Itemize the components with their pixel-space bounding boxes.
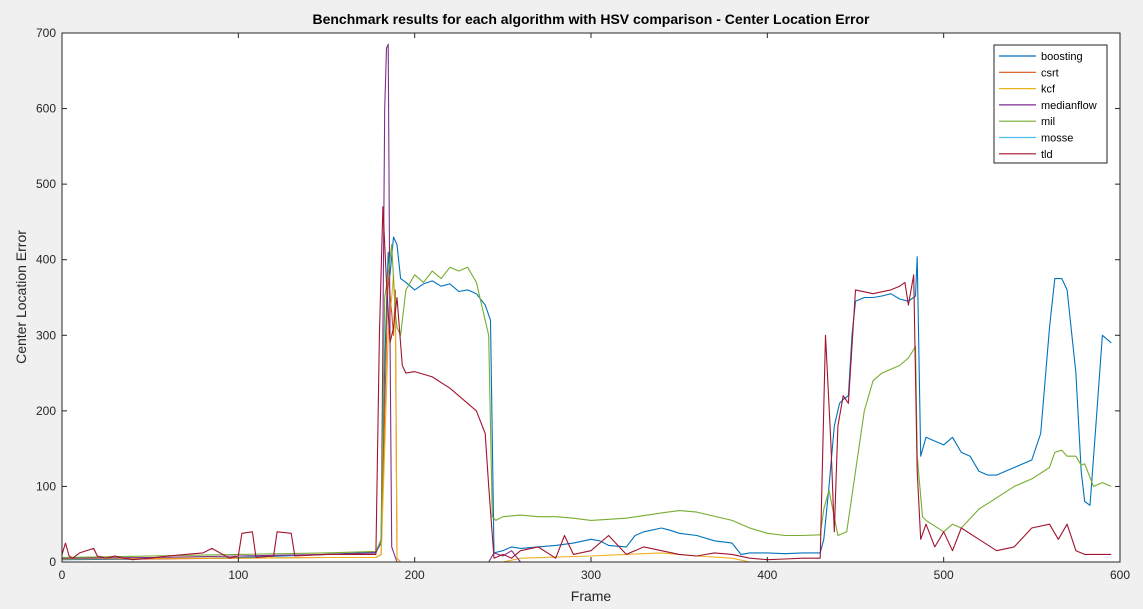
chart-title: Benchmark results for each algorithm wit…	[312, 11, 870, 27]
series-line-boosting	[61, 236, 1112, 561]
x-tick-label: 200	[405, 568, 425, 582]
legend-label-mil: mil	[1041, 116, 1055, 128]
x-tick-label: 0	[59, 568, 66, 582]
x-tick-label: 300	[581, 568, 601, 582]
legend: boosting csrt kcf medianflow mil mosse tld	[993, 44, 1108, 164]
y-tick-label: 700	[36, 26, 56, 40]
y-tick-label: 100	[36, 479, 56, 493]
y-tick-label: 200	[36, 404, 56, 418]
tick-layer: 0 100 200 300 400 500 600 0 100 200 300 400 500 600 70…	[36, 26, 1130, 582]
y-axis-label: Center Location Error	[13, 230, 29, 364]
legend-label-boosting: boosting	[1041, 51, 1083, 63]
legend-box	[993, 44, 1108, 164]
y-tick-label: 600	[36, 102, 56, 116]
legend-label-mosse: mosse	[1041, 133, 1073, 145]
x-tick-label: 500	[934, 568, 954, 582]
x-axis-label: Frame	[571, 588, 612, 604]
legend-label-medianflow: medianflow	[1041, 100, 1097, 112]
legend-label-csrt: csrt	[1041, 67, 1059, 79]
legend-label-tld: tld	[1041, 149, 1053, 161]
y-tick-label: 500	[36, 177, 56, 191]
x-tick-label: 400	[757, 568, 777, 582]
y-tick-label: 400	[36, 253, 56, 267]
series-line-mil	[61, 244, 1112, 559]
y-tick-label: 0	[49, 555, 56, 569]
legend-label-kcf: kcf	[1041, 84, 1056, 96]
axes-background	[62, 33, 1120, 562]
y-tick-label: 300	[36, 328, 56, 342]
series-line-tld	[61, 206, 1112, 561]
x-tick-label: 600	[1110, 568, 1130, 582]
series-line-kcf	[61, 274, 1112, 563]
x-tick-label: 100	[228, 568, 248, 582]
